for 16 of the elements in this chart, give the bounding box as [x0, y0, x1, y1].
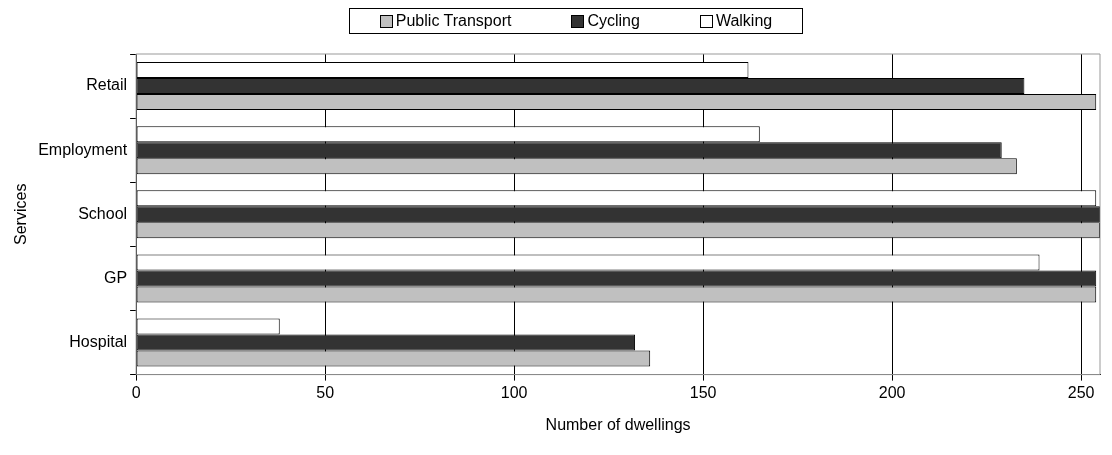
- legend-label: Cycling: [587, 12, 640, 30]
- y-tick-label: Hospital: [69, 332, 128, 350]
- x-tick-label: 200: [878, 383, 906, 401]
- y-tick-label: GP: [104, 268, 128, 286]
- x-tick-label: 0: [131, 383, 141, 401]
- x-tick-label: 150: [689, 383, 717, 401]
- y-tick-label: Employment: [38, 140, 128, 158]
- x-tick-label: 250: [1067, 383, 1095, 401]
- y-tick-label: School: [78, 204, 128, 222]
- legend-label: Public Transport: [395, 12, 512, 30]
- x-axis-title: Number of dwellings: [545, 415, 691, 433]
- x-tick-label: 50: [316, 383, 335, 401]
- text: Walking: [715, 12, 773, 30]
- x-tick-label: 100: [500, 383, 528, 401]
- y-tick-label: Retail: [86, 76, 128, 94]
- y-axis-title: Services: [12, 183, 30, 245]
